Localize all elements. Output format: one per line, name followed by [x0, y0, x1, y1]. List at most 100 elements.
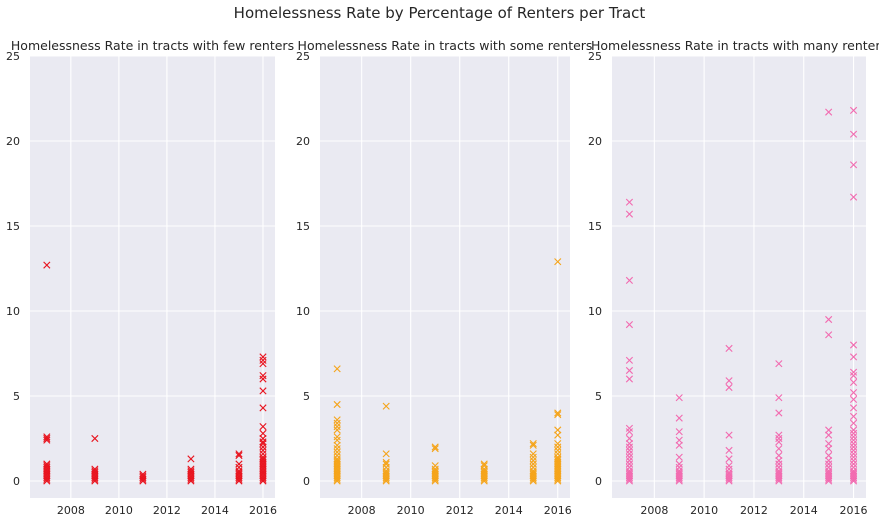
- data-point: [554, 409, 562, 417]
- data-point: [259, 429, 267, 437]
- data-point: [675, 477, 683, 485]
- data-point: [431, 472, 439, 480]
- data-point: [43, 477, 51, 485]
- data-point: [259, 457, 267, 465]
- data-point: [625, 198, 634, 206]
- data-point: [725, 462, 733, 470]
- data-point: [431, 465, 439, 473]
- data-point: [625, 477, 634, 485]
- data-point: [91, 474, 99, 482]
- data-point: [625, 453, 634, 461]
- data-point: [333, 451, 341, 460]
- data-point: [43, 434, 51, 443]
- x-tick-label: 2008: [348, 504, 376, 517]
- data-point: [775, 434, 783, 443]
- data-point: [529, 477, 537, 485]
- data-point: [554, 474, 562, 482]
- data-point: [625, 467, 634, 475]
- data-point: [333, 460, 341, 468]
- data-point: [529, 470, 537, 478]
- data-point: [43, 436, 51, 444]
- data-point: [333, 448, 341, 456]
- x-tick-label: 2012: [153, 504, 181, 517]
- plot-area: [612, 56, 866, 498]
- x-tick-label: 2014: [495, 504, 523, 517]
- data-point: [235, 477, 243, 485]
- data-point: [382, 468, 390, 477]
- data-point: [91, 434, 99, 443]
- data-point: [480, 472, 488, 480]
- data-point: [259, 453, 267, 461]
- data-point: [529, 441, 537, 449]
- data-point: [333, 458, 341, 466]
- data-point: [825, 477, 833, 485]
- x-tick-label: 2010: [690, 504, 718, 517]
- data-point: [333, 470, 341, 478]
- data-point: [675, 463, 683, 471]
- data-point: [480, 460, 488, 468]
- data-point: [849, 429, 858, 437]
- data-point: [849, 457, 858, 465]
- data-point: [259, 458, 267, 466]
- data-point: [43, 463, 51, 471]
- x-tick-label: 2016: [249, 504, 277, 517]
- data-point: [529, 475, 537, 483]
- plot-area: [30, 56, 275, 498]
- data-point: [554, 258, 562, 266]
- data-point: [554, 411, 562, 419]
- data-point: [675, 394, 683, 402]
- data-point: [554, 453, 562, 461]
- x-tick-label: 2014: [790, 504, 818, 517]
- data-point: [675, 436, 683, 444]
- data-point: [775, 467, 783, 475]
- data-point: [139, 472, 147, 480]
- data-point: [625, 474, 634, 482]
- data-point: [259, 360, 267, 368]
- data-point: [382, 470, 390, 478]
- data-point: [825, 463, 833, 471]
- data-point: [775, 445, 783, 453]
- data-point: [675, 468, 683, 477]
- data-point: [431, 467, 439, 475]
- data-point: [235, 472, 243, 480]
- y-tick-label: 25: [296, 50, 310, 63]
- data-point: [259, 353, 267, 361]
- data-point: [554, 470, 562, 478]
- data-point: [625, 428, 634, 436]
- data-point: [625, 475, 634, 483]
- data-point: [625, 375, 634, 383]
- y-tick-label: 25: [6, 50, 20, 63]
- data-point: [725, 477, 733, 485]
- data-point: [849, 433, 858, 441]
- data-point: [625, 434, 634, 443]
- data-point: [625, 443, 634, 451]
- subplot-title: Homelessness Rate in tracts with many re…: [591, 38, 879, 53]
- data-point: [91, 472, 99, 480]
- y-tick-label: 0: [303, 475, 310, 488]
- subplot-title: Homelessness Rate in tracts with few ren…: [11, 38, 294, 53]
- data-point: [849, 378, 858, 386]
- data-point: [43, 472, 51, 480]
- data-point: [480, 474, 488, 482]
- data-point: [849, 472, 858, 480]
- data-point: [235, 460, 243, 468]
- data-point: [333, 400, 341, 409]
- data-point: [431, 468, 439, 477]
- data-point: [725, 475, 733, 483]
- data-point: [625, 460, 634, 468]
- data-point: [554, 443, 562, 451]
- data-point: [625, 366, 634, 375]
- data-point: [91, 468, 99, 477]
- data-point: [259, 443, 267, 451]
- data-point: [775, 477, 783, 485]
- data-point: [529, 440, 537, 448]
- y-tick-label: 0: [13, 475, 20, 488]
- data-point: [849, 440, 858, 448]
- data-point: [333, 472, 341, 480]
- data-point: [849, 470, 858, 478]
- data-point: [825, 451, 833, 460]
- x-tick-label: 2008: [57, 504, 85, 517]
- data-point: [333, 457, 341, 465]
- data-point: [625, 276, 634, 284]
